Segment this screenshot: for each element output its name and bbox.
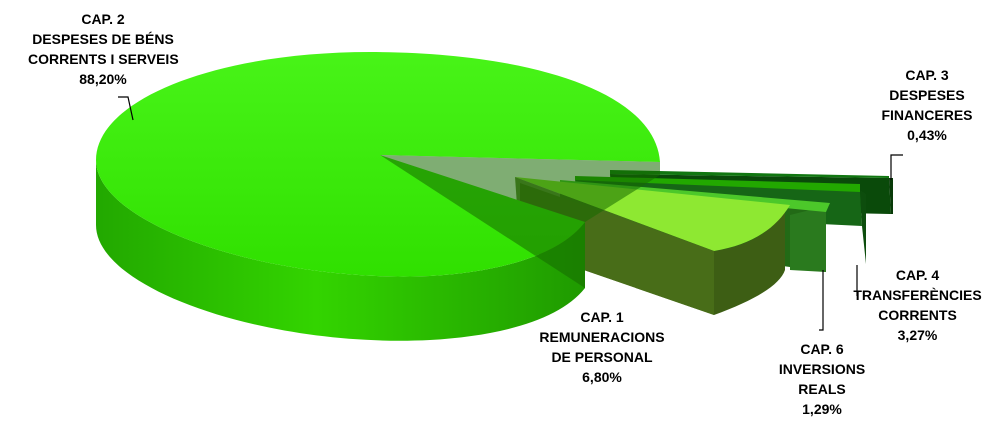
label-cap2-value: 88,20% [79, 71, 127, 87]
label-cap2-line1: CAP. 2 [81, 11, 125, 27]
slice-cap2 [96, 52, 660, 341]
label-cap4-line3: CORRENTS [878, 307, 957, 323]
label-cap2-line3: CORRENTS I SERVEIS [28, 51, 179, 67]
label-cap1-line2: REMUNERACIONS [539, 329, 665, 345]
label-cap1-line3: DE PERSONAL [551, 349, 653, 365]
label-cap6-line2: INVERSIONS [778, 361, 866, 377]
label-cap4: CAP. 4 TRANSFERÈNCIES CORRENTS 3,27% [850, 265, 985, 345]
slice-cap6-end [790, 206, 826, 272]
leader-cap2 [118, 96, 134, 121]
label-cap4-line1: CAP. 4 [895, 267, 940, 283]
slice-cap2-cut [380, 155, 660, 288]
label-cap3-value: 0,43% [907, 127, 947, 143]
label-cap1-value: 6,80% [582, 369, 622, 385]
label-cap2-line2: DESPESES DE BÉNS [32, 31, 174, 47]
leader-cap6 [819, 270, 824, 331]
label-cap4-line2: TRANSFERÈNCIES [853, 287, 982, 303]
label-cap6-line3: REALS [798, 381, 846, 397]
label-cap3-line2: DESPESES [889, 87, 965, 103]
label-cap6-line1: CAP. 6 [800, 341, 844, 357]
slice-cap3-top [610, 170, 889, 178]
label-cap3: CAP. 3 DESPESES FINANCERES 0,43% [872, 65, 982, 145]
label-cap2: CAP. 2 DESPESES DE BÉNS CORRENTS I SERVE… [28, 9, 179, 89]
label-cap4-value: 3,27% [897, 327, 938, 343]
leader-lines [118, 96, 903, 331]
slice-cap2-side [96, 160, 585, 341]
label-cap3-line3: FINANCERES [881, 107, 973, 123]
label-cap3-line1: CAP. 3 [905, 67, 949, 83]
leader-cap3 [890, 154, 903, 180]
label-cap1-line1: CAP. 1 [580, 309, 624, 325]
label-cap6-value: 1,29% [802, 401, 842, 417]
slice-cap3-end [889, 178, 893, 214]
label-cap1: CAP. 1 REMUNERACIONS DE PERSONAL 6,80% [527, 307, 677, 387]
slice-cap4-end [860, 190, 866, 264]
label-cap6: CAP. 6 INVERSIONS REALS 1,29% [762, 339, 882, 419]
